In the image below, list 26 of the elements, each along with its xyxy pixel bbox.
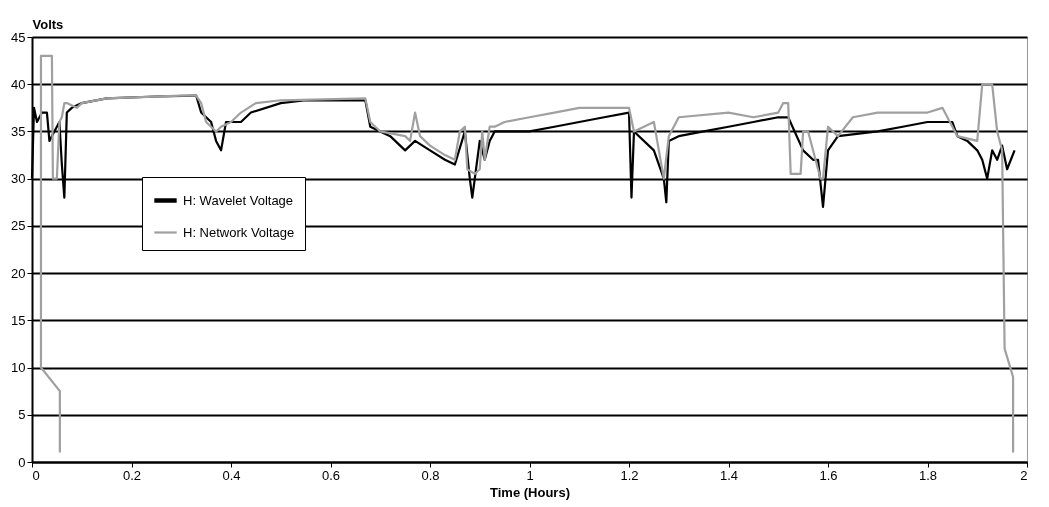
y-tick-label: 30 [11, 171, 26, 187]
y-tick-label: 10 [11, 360, 26, 376]
x-tick-label: 0.6 [321, 467, 341, 483]
y-tick-label: 20 [11, 265, 26, 281]
x-tick-label: 0 [32, 467, 40, 483]
x-tick-label: 1.4 [719, 467, 739, 483]
x-tick-label: 1.8 [918, 467, 938, 483]
y-tick-label: 25 [11, 218, 26, 234]
x-axis-title: Time (Hours) [490, 484, 570, 500]
y-tick-label: 40 [11, 76, 26, 92]
y-tick-label: 45 [11, 29, 26, 45]
x-tick-label: 0.4 [222, 467, 241, 483]
y-tick-label: 0 [18, 454, 26, 470]
y-tick-label: 35 [11, 123, 26, 139]
line-series [39, 54, 1015, 454]
y-tick-label: 5 [18, 407, 26, 423]
x-tick-label: 0.2 [122, 467, 142, 483]
x-tick-label: 0.8 [421, 467, 440, 483]
x-tick-label: 1.6 [819, 467, 838, 483]
x-tick-label: 2 [1020, 467, 1028, 483]
x-tick-label: 1.2 [620, 467, 639, 483]
legend-label: H: Network Voltage [183, 224, 295, 240]
legend-label: H: Wavelet Voltage [183, 192, 294, 208]
y-tick-label: 15 [11, 312, 26, 328]
y-axis-title: Volts [32, 16, 64, 32]
x-tick-label: 1 [526, 467, 534, 483]
